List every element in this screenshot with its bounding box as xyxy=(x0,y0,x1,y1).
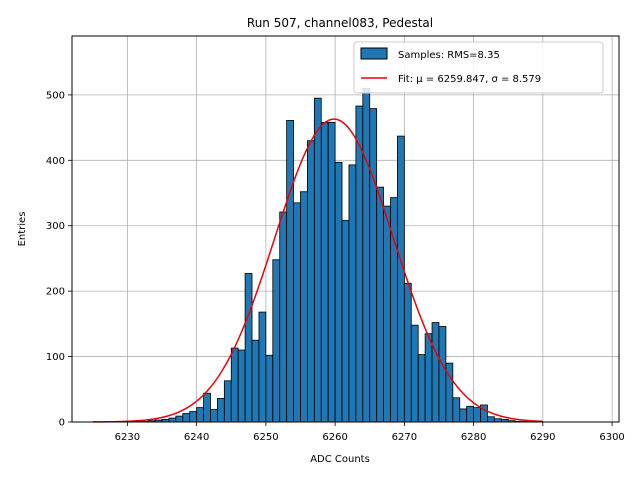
histogram-bar xyxy=(168,417,177,423)
histogram-bar xyxy=(217,398,225,423)
histogram-bar xyxy=(196,407,204,423)
histogram-bar xyxy=(348,164,357,423)
histogram-bar xyxy=(279,211,288,423)
histogram-bar xyxy=(376,186,384,423)
x-tick-label: 6280 xyxy=(461,432,486,443)
fit-curve-group xyxy=(92,118,543,423)
legend-swatch-samples xyxy=(360,47,388,60)
y-tick-label: 500 xyxy=(46,90,65,101)
x-tick-label: 6250 xyxy=(253,432,278,443)
legend-label-fit: Fit: μ = 6259.847, σ = 8.579 xyxy=(398,74,541,85)
y-tick-label: 200 xyxy=(46,287,65,298)
histogram-bar xyxy=(320,121,329,423)
histogram-bar xyxy=(189,411,198,423)
y-axis-ticks: 0 100 200 300 400 500 xyxy=(46,90,72,429)
histogram-bar xyxy=(286,119,294,423)
histogram-bar xyxy=(473,407,481,423)
histogram-bars xyxy=(126,87,530,423)
histogram-bar xyxy=(410,324,419,423)
chart-title: Run 507, channel083, Pedestal xyxy=(247,16,433,30)
histogram-bar xyxy=(265,354,274,423)
histogram-bar xyxy=(431,322,440,423)
histogram-bar xyxy=(244,273,253,423)
x-axis-ticks: 6230 6240 6250 6260 6270 6280 6290 6300 xyxy=(115,422,625,443)
x-tick-label: 6230 xyxy=(115,432,140,443)
histogram-bar xyxy=(362,87,371,423)
histogram-bar xyxy=(307,140,315,423)
y-tick-label: 0 xyxy=(59,418,65,429)
x-tick-label: 6300 xyxy=(599,432,624,443)
histogram-bar xyxy=(383,205,391,423)
histogram-bar xyxy=(223,380,232,423)
x-tick-label: 6240 xyxy=(184,432,209,443)
y-tick-label: 100 xyxy=(46,352,65,363)
histogram-bar xyxy=(251,339,260,423)
x-tick-label: 6270 xyxy=(392,432,417,443)
histogram-bar xyxy=(293,202,301,423)
histogram-bar xyxy=(237,349,246,423)
histogram-bar xyxy=(258,311,267,423)
histogram-bar xyxy=(466,405,474,423)
histogram-bar xyxy=(355,105,364,423)
histogram-bar xyxy=(334,161,343,423)
histogram-bar xyxy=(272,259,281,423)
histogram-bar xyxy=(438,326,447,423)
plot-frame xyxy=(71,35,620,423)
histogram-bar xyxy=(369,108,378,423)
y-tick-label: 400 xyxy=(46,156,65,167)
histogram-bar xyxy=(397,135,405,423)
fit-curve xyxy=(92,118,543,423)
histogram-bar xyxy=(417,354,426,423)
histogram-bar xyxy=(230,347,239,423)
x-tick-label: 6290 xyxy=(530,432,555,443)
y-tick-label: 300 xyxy=(46,221,65,232)
histogram-bar xyxy=(300,191,308,423)
histogram-bar xyxy=(403,282,412,423)
legend-box xyxy=(353,41,604,94)
legend: Samples: RMS=8.35 Fit: μ = 6259.847, σ =… xyxy=(353,41,604,94)
histogram-bar xyxy=(327,121,336,423)
histogram-bar xyxy=(452,397,461,423)
histogram-bar xyxy=(459,408,468,423)
x-axis-label: ADC Counts xyxy=(310,454,370,465)
histogram-bar xyxy=(210,409,218,423)
histogram-bar xyxy=(341,220,350,423)
x-tick-label: 6260 xyxy=(322,432,347,443)
y-axis-label: Entries xyxy=(17,212,28,247)
histogram-bar xyxy=(313,97,322,423)
histogram-bar xyxy=(182,413,191,423)
histogram-bar xyxy=(487,416,495,423)
histogram-bar xyxy=(203,392,211,423)
histogram-bar xyxy=(424,333,433,423)
legend-label-samples: Samples: RMS=8.35 xyxy=(398,50,500,61)
histogram-bar xyxy=(175,415,184,423)
